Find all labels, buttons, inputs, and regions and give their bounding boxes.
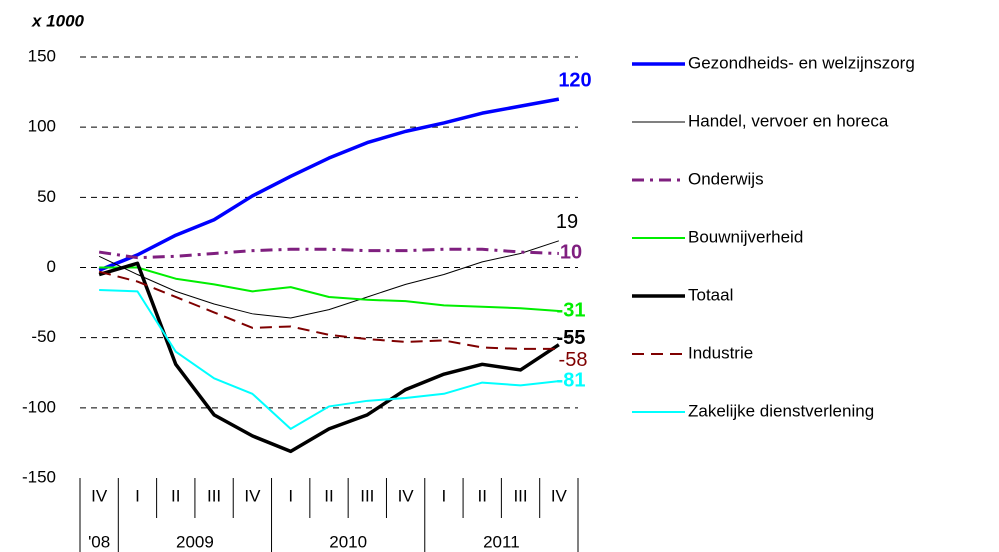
y-tick-label: 150 [28, 46, 56, 65]
series-line [98, 261, 560, 454]
x-tick-label: IV [244, 486, 261, 505]
end-value-label: -58 [559, 349, 588, 371]
series-line [98, 97, 560, 272]
x-tick-label: II [324, 486, 333, 505]
x-tick-label: IV [91, 486, 108, 505]
x-group-label: 2009 [176, 532, 214, 551]
legend-label: Bouwnijverheid [688, 227, 803, 246]
series-line [99, 288, 559, 430]
x-tick-label: I [288, 486, 293, 505]
legend-label: Industrie [688, 343, 753, 362]
x-tick-label: III [207, 486, 221, 505]
y-tick-label: -50 [31, 327, 56, 346]
legend-label: Gezondheids- en welzijnszorg [688, 53, 915, 72]
x-tick-label: I [135, 486, 140, 505]
x-tick-label: IV [551, 486, 568, 505]
series-line [98, 270, 559, 350]
y-tick-label: -150 [22, 467, 56, 486]
legend-label: Onderwijs [688, 169, 764, 188]
legend-label: Totaal [688, 285, 733, 304]
series-line [99, 266, 559, 313]
x-tick-label: IV [398, 486, 415, 505]
y-tick-label: -100 [22, 397, 56, 416]
legend-label: Handel, vervoer en horeca [688, 111, 889, 130]
x-tick-label: II [171, 486, 180, 505]
end-value-label: -55 [557, 327, 586, 349]
end-value-label: -31 [557, 299, 586, 321]
series-line [98, 240, 560, 319]
y-tick-label: 0 [47, 257, 56, 276]
x-tick-label: I [442, 486, 447, 505]
end-value-label: 10 [560, 242, 582, 264]
end-value-label: 120 [558, 69, 591, 91]
y-axis-label: x 1000 [31, 11, 85, 30]
x-tick-label: II [478, 486, 487, 505]
x-group-label: '08 [88, 532, 110, 551]
x-group-label: 2010 [329, 532, 367, 551]
x-tick-label: III [513, 486, 527, 505]
y-tick-label: 50 [37, 187, 56, 206]
x-group-label: 2011 [483, 532, 520, 551]
series-line [98, 247, 559, 260]
x-tick-label: III [360, 486, 374, 505]
y-tick-label: 100 [28, 117, 56, 136]
end-value-label: -81 [557, 369, 586, 391]
end-value-label: 19 [556, 211, 578, 233]
legend-label: Zakelijke dienstverlening [688, 401, 874, 420]
